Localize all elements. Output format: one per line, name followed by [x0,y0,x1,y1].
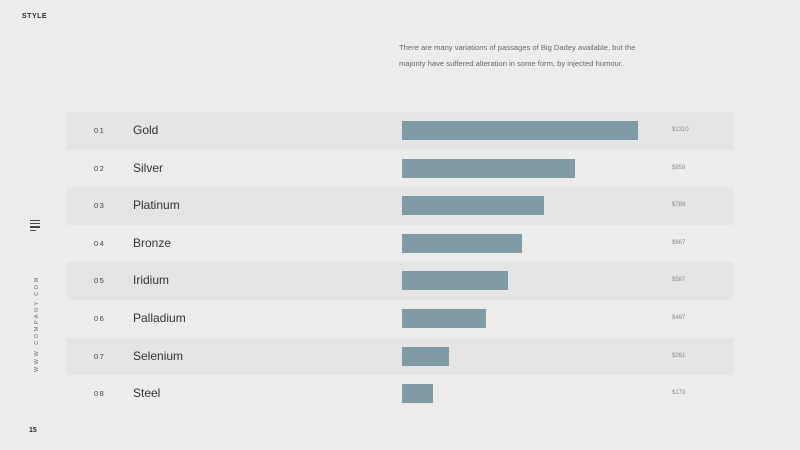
bar [402,271,508,291]
description-text: There are many variations of passages of… [399,43,636,68]
bar [402,121,638,140]
row-index: 07 [94,351,106,361]
table-row: 02 Silver $958 [67,150,733,188]
bar-chart-table: 01 Gold $1310 02 Silver $958 03 Platinum $789 04 B… [67,112,733,413]
category-label: Platinum [133,198,180,213]
value-label: $667 [672,239,686,246]
bar [402,233,523,253]
table-row: 08 Steel $173 [67,375,733,413]
value-label: $587 [672,277,686,284]
value-label: $1310 [672,127,689,133]
brand-label: STYLE [22,13,48,20]
menu-lines-icon[interactable] [30,220,40,231]
value-label: $173 [672,390,686,397]
table-row: 04 Bronze $667 [67,225,733,263]
bar [402,158,575,178]
row-index: 04 [94,238,106,248]
category-label: Steel [133,386,161,401]
value-label: $467 [672,314,686,321]
row-index: 01 [94,126,106,135]
value-label: $958 [672,164,686,171]
bar [402,384,434,404]
category-label: Selenium [133,348,184,363]
category-label: Bronze [133,235,172,250]
bar [402,346,450,366]
page-number: 15 [29,427,37,434]
table-row: 03 Platinum $789 [67,187,733,225]
row-index: 08 [94,389,106,399]
row-index: 06 [94,313,106,323]
category-label: Silver [133,160,164,175]
bar [402,308,487,328]
table-row: 06 Palladium $467 [67,300,733,338]
category-label: Gold [133,123,159,137]
row-index: 05 [94,276,106,286]
category-label: Palladium [133,310,186,325]
table-row: 01 Gold $1310 [67,112,733,150]
value-label: $789 [672,202,686,209]
table-row: 07 Selenium $261 [67,337,733,376]
category-label: Iridium [133,273,170,288]
website-url: WWW.COMPANY.COM [34,275,40,372]
bar [402,196,545,216]
table-row: 05 Iridium $587 [67,262,733,300]
value-label: $261 [672,352,686,359]
row-index: 03 [94,201,106,211]
row-index: 02 [94,163,106,173]
